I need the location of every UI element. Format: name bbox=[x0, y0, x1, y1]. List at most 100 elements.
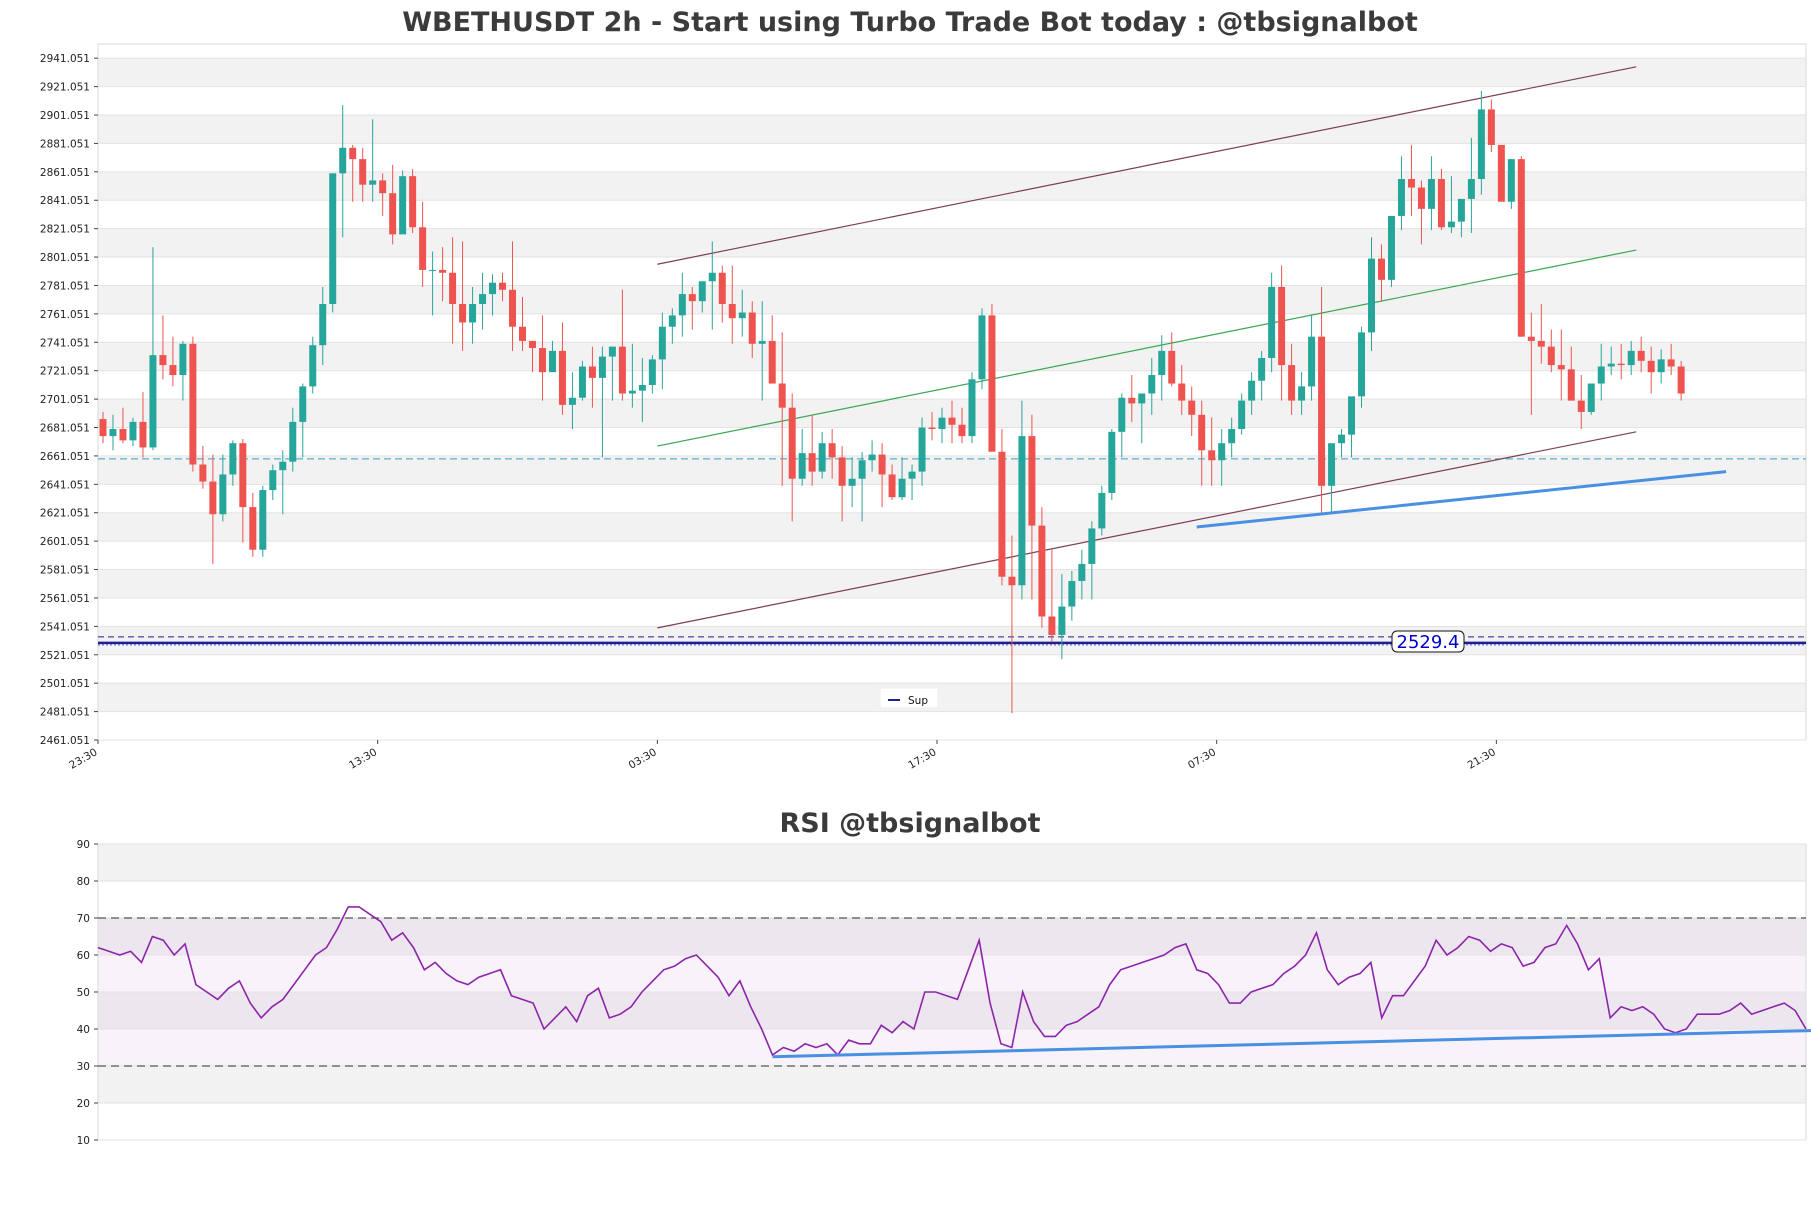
legend-label-sup: Sup bbox=[908, 695, 928, 707]
candle-body bbox=[279, 461, 287, 471]
candle-body bbox=[578, 366, 586, 398]
candle-body bbox=[708, 272, 716, 282]
candle-body bbox=[1298, 386, 1306, 401]
candle-body bbox=[1318, 336, 1326, 486]
grid-band bbox=[98, 569, 1806, 598]
rsi-tick-label: 90 bbox=[77, 839, 90, 851]
candle-body bbox=[558, 350, 566, 405]
candle-body bbox=[1228, 429, 1236, 444]
candle-body bbox=[149, 355, 157, 448]
grid-band bbox=[98, 58, 1806, 87]
candle-body bbox=[1467, 179, 1475, 199]
candle-body bbox=[768, 340, 776, 384]
candle-body bbox=[1128, 397, 1136, 404]
y-tick-label: 2681.051 bbox=[40, 423, 90, 435]
candle-body bbox=[658, 326, 666, 360]
y-tick-label: 2641.051 bbox=[40, 479, 90, 491]
candle-body bbox=[499, 282, 507, 290]
candle-body bbox=[289, 421, 297, 462]
candle-body bbox=[219, 474, 227, 515]
candle-body bbox=[489, 282, 497, 295]
candle-body bbox=[1338, 434, 1346, 444]
candle-body bbox=[988, 315, 996, 452]
candle-body bbox=[788, 407, 796, 479]
candle-body bbox=[1058, 606, 1066, 635]
candle-body bbox=[269, 470, 277, 491]
candle-body bbox=[898, 478, 906, 498]
y-tick-label: 2481.051 bbox=[40, 707, 90, 719]
rsi-tick-label: 80 bbox=[77, 876, 90, 888]
candle-body bbox=[1497, 144, 1505, 202]
candle-body bbox=[1268, 286, 1276, 358]
rsi-tick-label: 70 bbox=[77, 913, 90, 925]
candle-body bbox=[469, 304, 477, 323]
x-tick-label: 07:30 bbox=[1186, 746, 1218, 772]
candle-body bbox=[1238, 400, 1246, 430]
mid-channel-line bbox=[657, 249, 1637, 447]
candle-body bbox=[449, 272, 457, 305]
candle-body bbox=[1008, 576, 1016, 586]
x-tick-label: 03:30 bbox=[627, 746, 659, 772]
candle-body bbox=[239, 443, 247, 508]
candle-body bbox=[778, 383, 786, 408]
y-tick-label: 2541.051 bbox=[40, 621, 90, 633]
grid-band bbox=[98, 683, 1806, 712]
candle-body bbox=[1118, 397, 1126, 432]
candle-body bbox=[1348, 396, 1356, 435]
rsi-chart-title: RSI @tbsignalbot bbox=[779, 808, 1040, 839]
y-tick-label: 2761.051 bbox=[40, 309, 90, 321]
y-tick-label: 2781.051 bbox=[40, 280, 90, 292]
candle-body bbox=[668, 315, 676, 327]
candle-body bbox=[698, 281, 706, 302]
grid-band bbox=[98, 285, 1806, 314]
candle-body bbox=[1387, 215, 1395, 280]
candle-body bbox=[1527, 336, 1535, 341]
rsi-tick-label: 10 bbox=[77, 1135, 90, 1147]
candle-body bbox=[389, 193, 397, 235]
candle-body bbox=[1068, 580, 1076, 607]
candle-body bbox=[1098, 492, 1106, 529]
candle-body bbox=[748, 312, 756, 344]
candle-body bbox=[1577, 400, 1585, 412]
candle-body bbox=[628, 390, 636, 394]
candle-body bbox=[968, 379, 976, 437]
candle-body bbox=[319, 304, 327, 346]
y-tick-label: 2801.051 bbox=[40, 252, 90, 264]
candle-body bbox=[798, 453, 806, 479]
rsi-trendline bbox=[772, 1029, 1811, 1059]
y-tick-label: 2921.051 bbox=[40, 82, 90, 94]
candle-body bbox=[329, 173, 337, 305]
candle-body bbox=[1437, 179, 1445, 228]
candle-body bbox=[299, 386, 307, 422]
y-tick-label: 2741.051 bbox=[40, 337, 90, 349]
candle-body bbox=[1198, 414, 1206, 451]
candle-body bbox=[159, 355, 167, 366]
candle-body bbox=[109, 429, 117, 437]
candle-body bbox=[1607, 363, 1615, 367]
candle-body bbox=[1447, 221, 1455, 228]
candle-body bbox=[858, 460, 866, 479]
candle-body bbox=[1487, 109, 1495, 145]
candle-body bbox=[1358, 332, 1366, 397]
candle-body bbox=[1158, 350, 1166, 376]
candle-body bbox=[1048, 616, 1056, 635]
candle-body bbox=[459, 304, 467, 323]
candle-body bbox=[309, 345, 317, 387]
candle-body bbox=[1018, 436, 1026, 586]
candle-body bbox=[598, 356, 606, 378]
y-tick-label: 2941.051 bbox=[40, 53, 90, 65]
y-tick-label: 2721.051 bbox=[40, 366, 90, 378]
candle-body bbox=[509, 289, 517, 327]
candle-body bbox=[189, 343, 197, 465]
y-tick-label: 2861.051 bbox=[40, 167, 90, 179]
candle-body bbox=[1328, 443, 1336, 486]
candle-body bbox=[1258, 357, 1266, 381]
candle-body bbox=[1407, 179, 1415, 188]
candle-body bbox=[1637, 350, 1645, 361]
candle-body bbox=[519, 326, 526, 341]
candle-body bbox=[538, 348, 546, 373]
candle-body bbox=[1148, 375, 1156, 394]
y-tick-label: 2581.051 bbox=[40, 565, 90, 577]
grid-band bbox=[98, 342, 1806, 371]
candle-body bbox=[209, 481, 217, 515]
